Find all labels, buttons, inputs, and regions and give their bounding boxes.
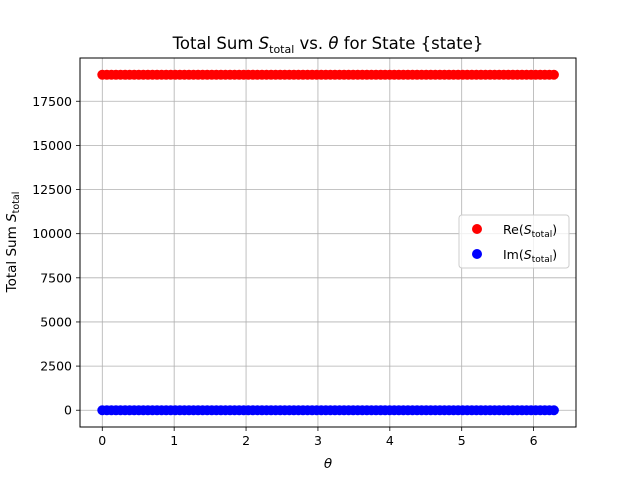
legend: Re(Stotal) Im(Stotal) bbox=[458, 214, 570, 269]
y-tick-label: 5000 bbox=[40, 314, 72, 329]
series-re bbox=[97, 69, 559, 80]
legend-marker-im bbox=[472, 249, 482, 259]
data-point bbox=[548, 405, 559, 416]
x-tick-label: 3 bbox=[314, 433, 322, 448]
y-tick-label: 15000 bbox=[32, 138, 72, 153]
x-tick-label: 0 bbox=[98, 433, 106, 448]
x-tick-label: 4 bbox=[386, 433, 394, 448]
ticks: 0 1 2 3 4 5 6 0 2500 5000 7500 10000 12500 15000 17500 bbox=[32, 94, 537, 448]
axes-frame bbox=[79, 57, 577, 428]
y-tick-label: 12500 bbox=[32, 182, 72, 197]
y-tick-label: 0 bbox=[64, 403, 72, 418]
y-tick-label: 2500 bbox=[40, 359, 72, 374]
y-tick-label: 17500 bbox=[32, 94, 72, 109]
x-tick-label: 2 bbox=[242, 433, 250, 448]
y-tick-label: 10000 bbox=[32, 226, 72, 241]
y-axis-label: Total Sum Stotal bbox=[4, 192, 22, 294]
legend-box bbox=[458, 214, 570, 269]
data-point bbox=[548, 69, 559, 80]
y-tick-label: 7500 bbox=[40, 270, 72, 285]
x-axis-label: θ bbox=[324, 456, 332, 472]
series-im bbox=[97, 405, 559, 416]
legend-label-re: Re(Stotal) bbox=[503, 222, 557, 240]
chart-title: Total Sum Stotal vs. θ for State {state} bbox=[172, 34, 484, 56]
plot-area bbox=[97, 69, 559, 416]
x-tick-label: 1 bbox=[170, 433, 178, 448]
x-tick-label: 6 bbox=[530, 433, 538, 448]
legend-label-im: Im(Stotal) bbox=[503, 247, 557, 265]
x-tick-label: 5 bbox=[458, 433, 466, 448]
legend-marker-re bbox=[472, 224, 482, 234]
